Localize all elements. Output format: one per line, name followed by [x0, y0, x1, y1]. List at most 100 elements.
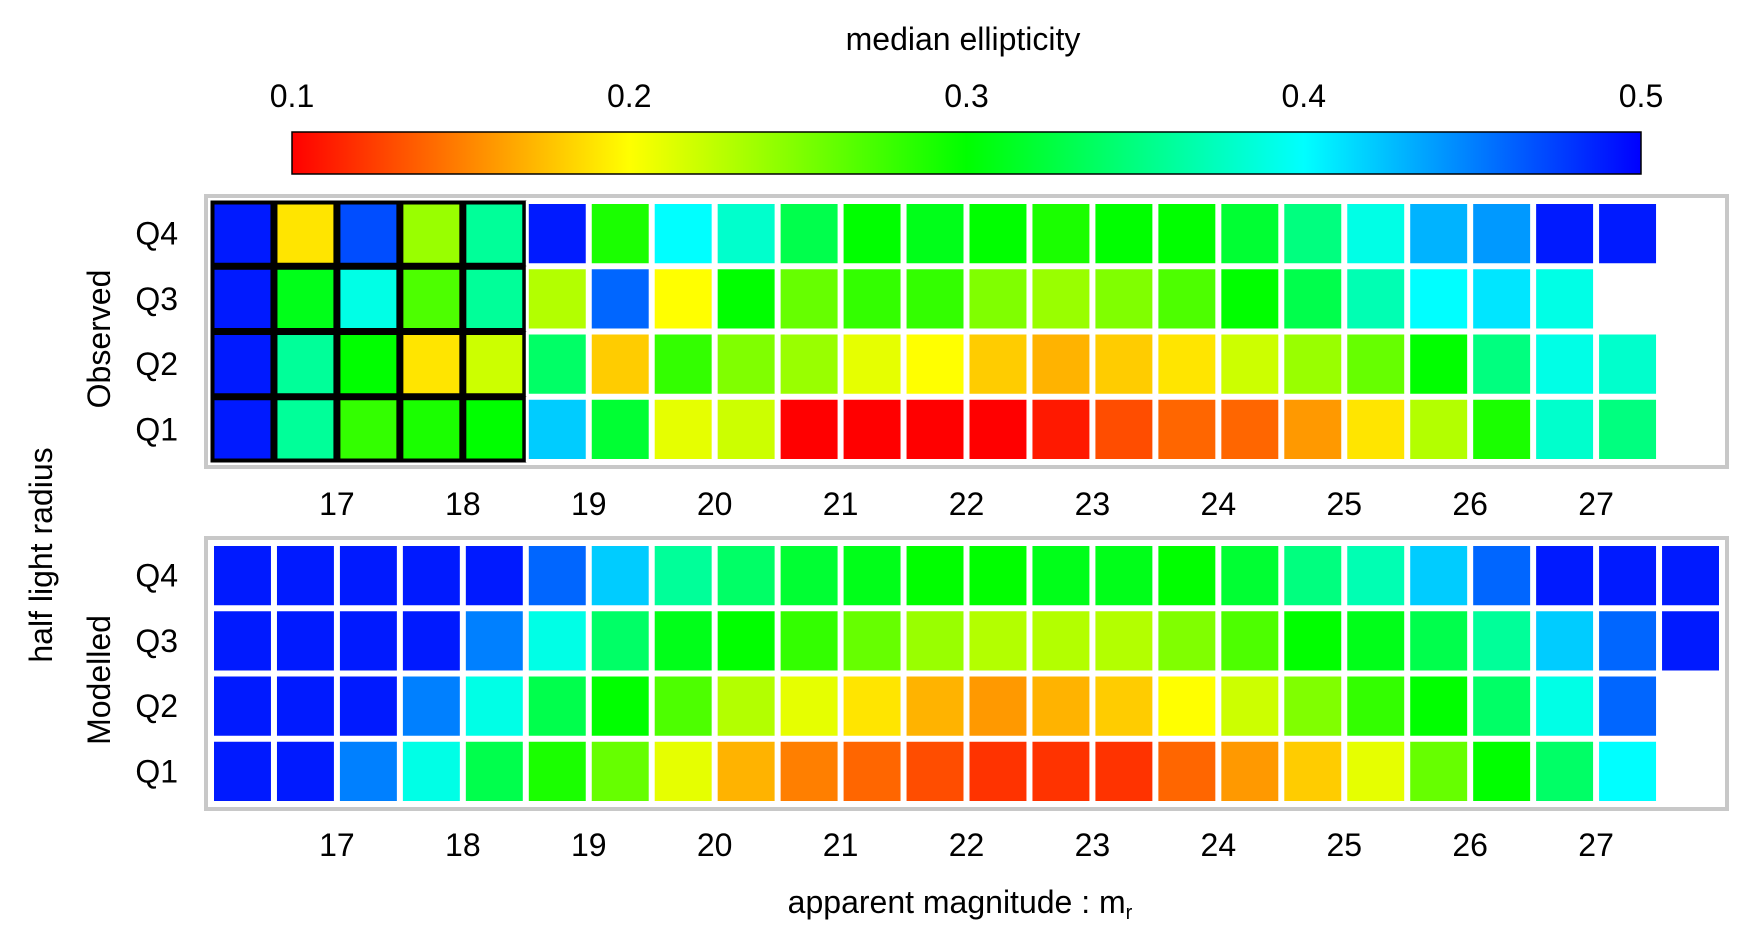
heatmap-cell [903, 738, 967, 804]
x-tick-label: 25 [1326, 827, 1362, 863]
heatmap-cell [1344, 266, 1408, 332]
heatmap-cell [462, 396, 527, 463]
heatmap-cell [1218, 543, 1282, 609]
heatmap-cell [1281, 673, 1345, 739]
panel-frame [204, 536, 1729, 811]
heatmap-cell [1029, 266, 1093, 332]
heatmap-cell [1407, 331, 1471, 397]
heatmap-cell [1029, 201, 1093, 267]
heatmap-cell [651, 331, 715, 397]
heatmap-cell [525, 201, 589, 267]
heatmap-cell [1407, 608, 1471, 674]
heatmap-cell [651, 543, 715, 609]
heatmap-cell [651, 396, 715, 462]
heatmap-cell [1596, 608, 1660, 674]
heatmap-cell [399, 265, 464, 332]
heatmap-cell [903, 543, 967, 609]
heatmap-cell [1407, 738, 1471, 804]
heatmap-cell [462, 200, 527, 267]
heatmap-cell [525, 266, 589, 332]
heatmap-cell [210, 200, 275, 267]
x-tick-label: 18 [445, 486, 481, 522]
heatmap-cell [399, 396, 464, 463]
x-tick-label: 27 [1578, 827, 1614, 863]
heatmap-cell [525, 331, 589, 397]
heatmap-cell [903, 201, 967, 267]
heatmap-cell [966, 331, 1030, 397]
row-label: Q2 [135, 346, 178, 382]
heatmap-cell [651, 266, 715, 332]
heatmap-cell [1596, 673, 1660, 739]
heatmap-cell [840, 331, 904, 397]
heatmap-cell [1281, 543, 1345, 609]
x-tick-label: 22 [949, 827, 985, 863]
heatmap-cell [273, 738, 337, 804]
heatmap-cell [211, 738, 274, 804]
heatmap-cell [1029, 673, 1093, 739]
heatmap-cell [210, 265, 275, 332]
heatmap-cell [777, 543, 841, 609]
heatmap-cell [1092, 738, 1156, 804]
x-tick-label: 23 [1075, 486, 1111, 522]
heatmap-cell [840, 608, 904, 674]
row-label: Q3 [135, 623, 178, 659]
row-label: Q1 [135, 411, 178, 447]
heatmap-cell [1155, 543, 1219, 609]
heatmap-cell [1281, 738, 1345, 804]
y-axis-label: half light radius [23, 447, 59, 662]
heatmap-cell [588, 673, 652, 739]
heatmap-cell [1155, 608, 1219, 674]
colorbar: median ellipticity 0.1 0.2 0.3 0.4 0.5 [270, 21, 1663, 175]
heatmap-cell [777, 608, 841, 674]
heatmap-cell [336, 200, 401, 267]
x-axis-label: apparent magnitude : mr [788, 884, 1133, 924]
heatmap-cell [1344, 331, 1408, 397]
heatmap-cell [966, 543, 1030, 609]
heatmap-cell [525, 673, 589, 739]
heatmap-cell [1470, 543, 1534, 609]
heatmap-cell [1155, 331, 1219, 397]
heatmap-cell [777, 396, 841, 462]
heatmap-cell [1344, 673, 1408, 739]
x-tick-label: 20 [697, 486, 733, 522]
heatmap-cell [1470, 266, 1534, 332]
heatmap-cell [273, 265, 338, 332]
heatmap-cell [462, 543, 526, 609]
heatmap-cell [1218, 608, 1282, 674]
heatmap-cell [1218, 266, 1282, 332]
heatmap-cell [336, 673, 400, 739]
heatmap-cell [462, 608, 526, 674]
x-tick-label: 21 [823, 486, 859, 522]
heatmap-cell [1659, 608, 1722, 674]
heatmap-cell [1029, 331, 1093, 397]
row-label: Q2 [135, 688, 178, 724]
heatmap-cell [1596, 543, 1660, 609]
heatmap-cell [1344, 201, 1408, 267]
colorbar-tick-label: 0.4 [1282, 78, 1326, 114]
x-tick-label: 19 [571, 486, 607, 522]
heatmap-cell [714, 266, 778, 332]
heatmap-cell [1092, 201, 1156, 267]
heatmap-cell [966, 266, 1030, 332]
heatmap-cell [1533, 738, 1597, 804]
heatmap-cell [1281, 608, 1345, 674]
colorbar-tick-labels: 0.1 0.2 0.3 0.4 0.5 [270, 78, 1663, 114]
heatmap-cell [777, 738, 841, 804]
heatmap-cell [1029, 543, 1093, 609]
heatmap-cell [1218, 396, 1282, 462]
heatmap-cell [210, 396, 275, 463]
heatmap-cell [714, 673, 778, 739]
heatmap-cell [336, 265, 401, 332]
panel-frame [204, 194, 1729, 469]
heatmap-cell [1218, 331, 1282, 397]
heatmap-cell [777, 201, 841, 267]
heatmap-cell [840, 673, 904, 739]
row-label: Q4 [135, 558, 178, 594]
heatmap-cell [1533, 266, 1597, 332]
x-tick-label: 21 [823, 827, 859, 863]
heatmap-cell [714, 396, 778, 462]
heatmap-cell [714, 331, 778, 397]
x-tick-label: 26 [1452, 486, 1488, 522]
x-tick-label: 19 [571, 827, 607, 863]
